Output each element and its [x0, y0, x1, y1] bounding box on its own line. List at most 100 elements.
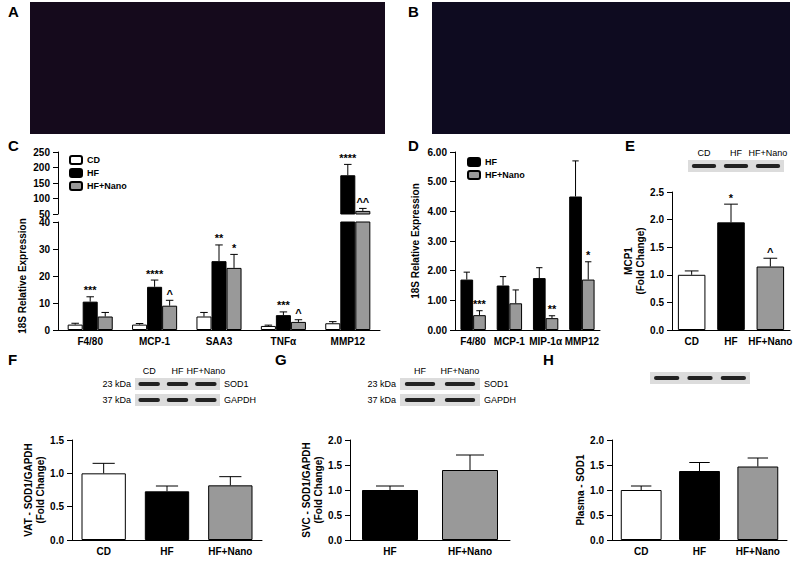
svg-text:MIP-1α: MIP-1α [529, 336, 563, 347]
svg-text:0.00: 0.00 [428, 325, 448, 336]
svg-text:10: 10 [39, 298, 51, 309]
svg-text:250: 250 [33, 147, 50, 158]
svg-text:200: 200 [33, 162, 50, 173]
svg-text:E: E [625, 137, 635, 154]
svg-text:**: ** [548, 303, 557, 315]
svg-text:HF+Nano: HF+Nano [87, 181, 127, 191]
svg-text:HF+Nano: HF+Nano [736, 546, 780, 557]
svg-text:4.00: 4.00 [428, 206, 448, 217]
svg-text:A: A [8, 3, 19, 20]
svg-text:0.5: 0.5 [590, 510, 604, 521]
svg-text:1.5: 1.5 [328, 460, 342, 471]
svg-text:2.00: 2.00 [428, 265, 448, 276]
svg-text:5.00: 5.00 [428, 176, 448, 187]
svg-text:1.5: 1.5 [650, 242, 664, 253]
svg-text:HF: HF [485, 157, 497, 167]
svg-text:0: 0 [44, 325, 50, 336]
svg-text:100: 100 [33, 193, 50, 204]
svg-text:***: *** [277, 299, 291, 311]
svg-text:SAA3: SAA3 [206, 336, 233, 347]
svg-text:CD: CD [698, 148, 711, 158]
svg-text:SVC - SOD1/GAPDH: SVC - SOD1/GAPDH [301, 442, 312, 538]
svg-text:1.5: 1.5 [50, 435, 64, 446]
svg-text:2.0: 2.0 [650, 214, 664, 225]
svg-text:1.0: 1.0 [50, 468, 64, 479]
svg-text:SOD1: SOD1 [224, 379, 249, 389]
svg-text:2.0: 2.0 [590, 435, 604, 446]
svg-text:HF+Nano: HF+Nano [186, 366, 225, 376]
svg-text:*: * [586, 249, 591, 261]
svg-text:^: ^ [767, 246, 774, 258]
svg-text:HF+Nano: HF+Nano [485, 170, 525, 180]
svg-text:HF: HF [383, 546, 396, 557]
svg-text:H: H [543, 351, 554, 368]
svg-text:23 kDa: 23 kDa [102, 379, 131, 389]
svg-text:^^: ^^ [356, 196, 369, 208]
svg-text:D: D [408, 137, 419, 154]
svg-text:(Fold Change): (Fold Change) [313, 456, 324, 523]
svg-text:****: **** [339, 152, 357, 164]
svg-text:HF: HF [414, 366, 426, 376]
svg-text:0.0: 0.0 [650, 325, 664, 336]
svg-text:HF: HF [87, 168, 99, 178]
svg-text:0.0: 0.0 [590, 535, 604, 546]
svg-text:0.0: 0.0 [50, 535, 64, 546]
svg-text:GAPDH: GAPDH [484, 395, 516, 405]
svg-text:37 kDa: 37 kDa [102, 395, 131, 405]
svg-text:(Fold Change): (Fold Change) [635, 227, 646, 294]
svg-text:1.0: 1.0 [650, 269, 664, 280]
svg-text:2.5: 2.5 [650, 187, 664, 198]
svg-text:37 kDa: 37 kDa [367, 395, 396, 405]
svg-text:0.5: 0.5 [328, 510, 342, 521]
svg-text:F: F [8, 351, 17, 368]
svg-text:50: 50 [39, 209, 51, 220]
svg-text:HF: HF [693, 546, 706, 557]
svg-text:***: *** [84, 284, 98, 296]
svg-text:1.5: 1.5 [590, 460, 604, 471]
svg-text:CD: CD [143, 366, 156, 376]
svg-text:*: * [232, 242, 237, 254]
svg-text:C: C [8, 137, 19, 154]
svg-text:G: G [275, 351, 287, 368]
svg-text:1.0: 1.0 [328, 485, 342, 496]
svg-text:*: * [729, 192, 734, 204]
svg-text:HF+Nano: HF+Nano [749, 148, 788, 158]
svg-text:30: 30 [39, 244, 51, 255]
svg-text:CD: CD [87, 155, 100, 165]
svg-text:HF: HF [724, 336, 737, 347]
svg-text:0.5: 0.5 [650, 297, 664, 308]
svg-text:B: B [408, 3, 419, 20]
svg-text:2.0: 2.0 [328, 435, 342, 446]
svg-text:HF+Nano: HF+Nano [208, 546, 252, 557]
svg-text:**: ** [215, 232, 224, 244]
svg-text:CD: CD [684, 336, 698, 347]
svg-text:23 kDa: 23 kDa [367, 379, 396, 389]
svg-text:0.5: 0.5 [50, 501, 64, 512]
svg-text:1.00: 1.00 [428, 295, 448, 306]
svg-text:150: 150 [33, 178, 50, 189]
svg-text:TNFα: TNFα [271, 336, 297, 347]
svg-text:18S Relative Expression: 18S Relative Expression [410, 183, 421, 299]
svg-text:HF: HF [172, 366, 184, 376]
svg-text:MMP12: MMP12 [565, 336, 600, 347]
svg-text:VAT - SOD1/GAPDH: VAT - SOD1/GAPDH [23, 443, 34, 537]
svg-text:HF+Nano: HF+Nano [748, 336, 792, 347]
svg-text:6.00: 6.00 [428, 147, 448, 158]
svg-text:SOD1: SOD1 [484, 379, 509, 389]
svg-text:18S Relative Expression: 18S Relative Expression [17, 218, 28, 334]
svg-text:HF: HF [730, 148, 742, 158]
svg-text:HF+Nano: HF+Nano [441, 366, 480, 376]
svg-text:20: 20 [39, 271, 51, 282]
svg-text:CD: CD [96, 546, 110, 557]
svg-text:Plasma - SOD1: Plasma - SOD1 [575, 454, 586, 526]
svg-text:CD: CD [634, 546, 648, 557]
svg-text:0.0: 0.0 [328, 535, 342, 546]
svg-text:1.0: 1.0 [590, 485, 604, 496]
svg-text:3.00: 3.00 [428, 236, 448, 247]
svg-text:***: *** [473, 298, 487, 310]
svg-text:MMP12: MMP12 [331, 336, 366, 347]
svg-text:HF+Nano: HF+Nano [448, 546, 492, 557]
svg-text:HF: HF [160, 546, 173, 557]
svg-text:F4/80: F4/80 [77, 336, 103, 347]
svg-text:^: ^ [295, 307, 302, 319]
